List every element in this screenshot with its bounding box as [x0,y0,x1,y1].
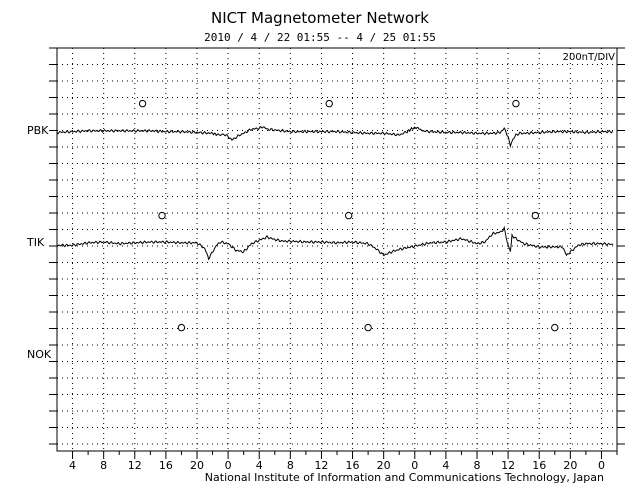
trace-tik [56,225,614,261]
x-tick-label: 16 [532,459,546,472]
x-tick-label: 20 [563,459,577,472]
x-tick-label: 20 [190,459,204,472]
x-tick-label: 0 [411,459,418,472]
x-tick-label: 12 [128,459,142,472]
x-tick-label: 4 [442,459,449,472]
midnight-marker-pbk [512,99,520,108]
chart-subtitle: 2010 / 4 / 22 01:55 -- 4 / 25 01:55 [204,31,436,44]
x-tick-label: 20 [377,459,391,472]
x-tick-label: 12 [314,459,328,472]
station-label-pbk: PBK [27,124,49,137]
scale-label: 200nT/DIV [563,52,616,63]
chart-title: NICT Magnetometer Network [210,9,429,27]
x-tick-label: 4 [256,459,263,472]
x-tick-label: 16 [346,459,360,472]
station-label-tik: TIK [26,236,45,249]
midnight-marker-pbk [325,99,333,108]
footer-credit: National Institute of Information and Co… [204,471,604,484]
x-tick-label: 16 [159,459,173,472]
midnight-marker-nok [551,323,559,332]
midnight-marker-tik [344,211,353,220]
x-tick-label: 8 [287,459,294,472]
midnight-marker-nok [364,323,372,332]
plot-frame [56,47,618,452]
midnight-marker-pbk [138,99,147,108]
station-label-nok: NOK [27,348,52,361]
x-tick-label: 0 [598,459,605,472]
midnight-marker-tik [158,211,166,220]
midnight-marker-tik [531,211,540,220]
midnight-marker-nok [177,323,186,332]
x-tick-label: 0 [225,459,232,472]
x-tick-label: 8 [100,459,107,472]
x-tick-label: 8 [474,459,481,472]
x-tick-label: 4 [69,459,76,472]
x-tick-label: 12 [501,459,515,472]
trace-pbk [56,125,614,148]
